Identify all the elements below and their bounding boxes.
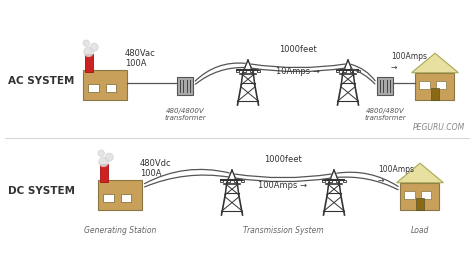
Text: 480/4800V
transformer: 480/4800V transformer [164,108,206,121]
Bar [241,180,244,182]
Bar [177,77,193,95]
Text: 480Vdc
100A: 480Vdc 100A [140,159,172,178]
Bar [83,70,127,100]
Text: Transmission System: Transmission System [243,226,323,235]
Bar [250,70,253,72]
Bar [103,194,114,202]
Circle shape [105,153,113,161]
Bar [234,180,237,182]
Bar [88,84,99,92]
Bar [416,73,455,100]
Bar [421,191,431,199]
Text: 100Amps →: 100Amps → [258,180,308,189]
Text: Load: Load [411,226,429,235]
Circle shape [98,150,104,156]
Bar [336,180,339,182]
Bar [350,70,353,72]
Text: 4800/480V
transformer: 4800/480V transformer [364,108,406,121]
Bar [322,180,325,182]
Circle shape [90,43,98,51]
Bar [106,84,116,92]
Bar [431,87,439,100]
Text: 100Amps
→: 100Amps → [391,52,427,72]
Bar [220,180,223,182]
Text: Generating Station: Generating Station [84,226,156,235]
Bar [377,77,393,95]
Polygon shape [397,163,443,183]
Text: DC SYSTEM: DC SYSTEM [8,186,75,196]
Bar [357,70,360,72]
Text: 10Amps →: 10Amps → [276,67,320,76]
Text: 1000feet: 1000feet [279,45,317,54]
Bar [336,70,339,72]
Text: 1000feet: 1000feet [264,155,302,164]
Bar [121,194,131,202]
Bar [404,191,415,199]
Bar [343,180,346,182]
Bar [257,70,260,72]
Bar [419,81,429,89]
Circle shape [99,157,109,167]
Bar [227,180,230,182]
Bar [243,70,246,72]
Text: 100Amps
→: 100Amps → [378,165,414,185]
Text: PEGURU.COM: PEGURU.COM [413,123,465,132]
Bar [236,70,239,72]
Bar [329,180,332,182]
Bar [100,164,108,182]
Text: AC SYSTEM: AC SYSTEM [8,76,74,86]
Bar [416,197,424,210]
Bar [84,54,92,72]
Text: 480Vac
100A: 480Vac 100A [125,49,156,68]
Circle shape [84,47,93,57]
Bar [401,183,439,210]
Bar [98,180,142,210]
Polygon shape [411,53,458,73]
Bar [343,70,346,72]
Bar [436,81,446,89]
Circle shape [83,40,90,46]
